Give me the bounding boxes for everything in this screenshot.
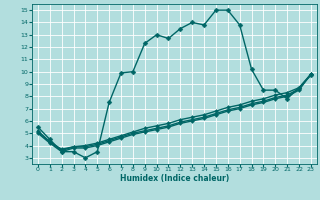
X-axis label: Humidex (Indice chaleur): Humidex (Indice chaleur)	[120, 174, 229, 183]
